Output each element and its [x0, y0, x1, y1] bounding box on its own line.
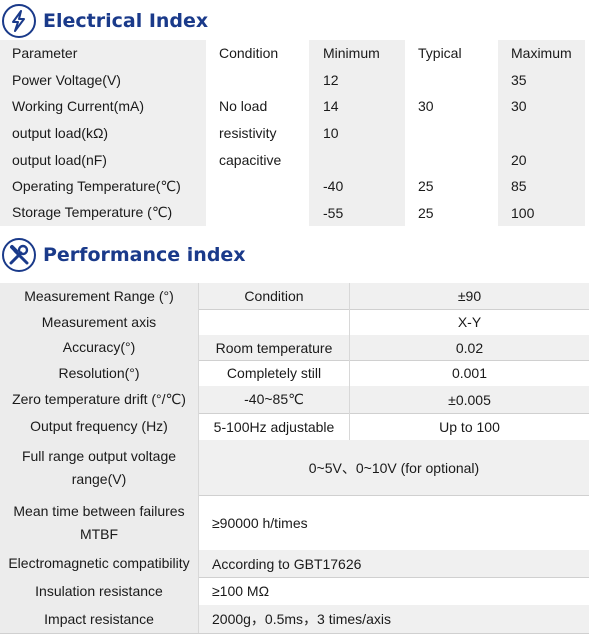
table-cell: 14 [309, 93, 405, 120]
table-cell: 20 [498, 146, 585, 173]
parameter-cell: Resolution(°) [0, 360, 199, 386]
performance-row: Resolution(°) Completely still 0.001 [0, 360, 589, 386]
table-cell: 85 [498, 173, 585, 200]
value-cell: ≥90000 h/times [212, 514, 308, 531]
row-divider [0, 413, 589, 414]
value-cell: Up to 100 [439, 418, 500, 435]
performance-row: Accuracy(°) Room temperature 0.02 [0, 335, 589, 360]
parameter-cell: Zero temperature drift (°/℃) [0, 386, 199, 413]
condition-cell: Condition [199, 283, 350, 309]
header-cell: Condition [206, 40, 309, 67]
parameter-cell: Full range output voltage range(V) [0, 440, 199, 495]
row-divider [0, 577, 589, 578]
electrical-row: Storage Temperature (℃) -55 25 100 [0, 199, 585, 227]
parameter-cell: Output frequency (Hz) [0, 413, 199, 440]
table-cell: -40 [309, 173, 405, 200]
electrical-header-row: Parameter Condition Minimum Typical Maximum [0, 40, 585, 67]
performance-row: Measurement axis X-Y [0, 309, 589, 335]
value-cell: X-Y [457, 314, 482, 330]
table-cell: 30 [498, 93, 585, 120]
parameter-cell: Mean time between failures MTBF [0, 495, 199, 550]
electrical-section-title: Electrical Index [43, 10, 209, 32]
performance-row: Zero temperature drift (°/℃) -40~85℃ ±0.00… [0, 386, 589, 413]
table-cell: capacitive [206, 146, 309, 173]
wrench-screwdriver-icon [2, 238, 36, 272]
table-cell: 30 [405, 93, 498, 120]
row-divider [0, 495, 589, 496]
performance-row: Impact resistance 2000g，0.5ms，3 times/axi… [0, 605, 589, 633]
electrical-row: output load(nF) capacitive 20 [0, 146, 585, 173]
table-cell [206, 199, 309, 227]
table-cell [206, 173, 309, 200]
table-cell: Power Voltage(V) [0, 66, 206, 94]
electrical-row: Working Current(mA) No load 14 30 30 [0, 93, 585, 120]
value-cell: 0~5V、0~10V (for optional) [199, 440, 589, 495]
condition-cell: -40~85℃ [199, 386, 350, 413]
parameter-cell: Accuracy(°) [0, 335, 199, 360]
table-cell: Working Current(mA) [0, 93, 206, 120]
table-cell: 35 [498, 66, 585, 94]
table-cell: 10 [309, 119, 405, 147]
value-cell: According to GBT17626 [199, 550, 589, 577]
table-cell: output load(kΩ) [0, 119, 206, 147]
electrical-row: Power Voltage(V) 12 35 [0, 66, 585, 94]
parameter-cell: Insulation resistance [0, 577, 199, 605]
table-cell: -55 [309, 199, 405, 227]
performance-section-title: Performance index [43, 244, 246, 266]
performance-row: Measurement Range (°) Condition ±90 [0, 283, 589, 309]
condition-cell: Room temperature [199, 335, 350, 360]
condition-cell: 5-100Hz adjustable [199, 413, 350, 440]
value-cell: ±90 [350, 283, 589, 309]
table-cell: 25 [405, 199, 498, 227]
value-cell: 0.001 [451, 365, 488, 381]
value-cell: ±0.005 [350, 386, 589, 413]
row-divider [0, 309, 589, 310]
value-cell: 0.02 [350, 335, 589, 360]
table-cell: Storage Temperature (℃) [0, 199, 206, 227]
header-cell: Minimum [309, 40, 405, 67]
table-cell: 25 [405, 173, 498, 200]
table-cell [206, 66, 309, 94]
header-cell: Parameter [0, 40, 206, 67]
table-cell: output load(nF) [0, 146, 206, 173]
lightning-bolt-icon [2, 4, 36, 38]
parameter-cell: Measurement axis [0, 309, 199, 335]
electrical-row: Operating Temperature(℃) -40 25 85 [0, 173, 585, 200]
performance-section-header: Performance index [0, 236, 246, 274]
table-cell: 12 [309, 66, 405, 94]
table-cell: No load [206, 93, 309, 120]
parameter-cell: Impact resistance [0, 605, 199, 633]
table-cell: 100 [498, 199, 585, 227]
electrical-section-header: Electrical Index [0, 2, 208, 40]
header-cell: Typical [405, 40, 498, 67]
performance-row: Full range output voltage range(V) 0~5V、0… [0, 440, 589, 495]
table-cell [405, 66, 498, 94]
table-cell [405, 146, 498, 173]
condition-cell [199, 309, 350, 335]
value-cell: ≥100 MΩ [212, 583, 270, 599]
header-cell: Maximum [498, 40, 585, 67]
performance-row: Mean time between failures MTBF ≥90000 h/… [0, 495, 589, 550]
performance-row: Electromagnetic compatibility According t… [0, 550, 589, 577]
table-cell [405, 119, 498, 147]
parameter-cell: Measurement Range (°) [0, 283, 199, 309]
electrical-row: output load(kΩ) resistivity 10 [0, 119, 585, 147]
table-cell [309, 146, 405, 173]
table-cell: Operating Temperature(℃) [0, 173, 206, 200]
performance-row: Output frequency (Hz) 5-100Hz adjustable U… [0, 413, 589, 440]
condition-cell: Completely still [199, 360, 350, 386]
performance-row: Insulation resistance ≥100 MΩ [0, 577, 589, 605]
row-divider [0, 360, 589, 361]
value-cell: 2000g，0.5ms，3 times/axis [199, 605, 589, 633]
table-cell: resistivity [206, 119, 309, 147]
table-cell [498, 119, 585, 147]
parameter-cell: Electromagnetic compatibility [0, 550, 199, 577]
